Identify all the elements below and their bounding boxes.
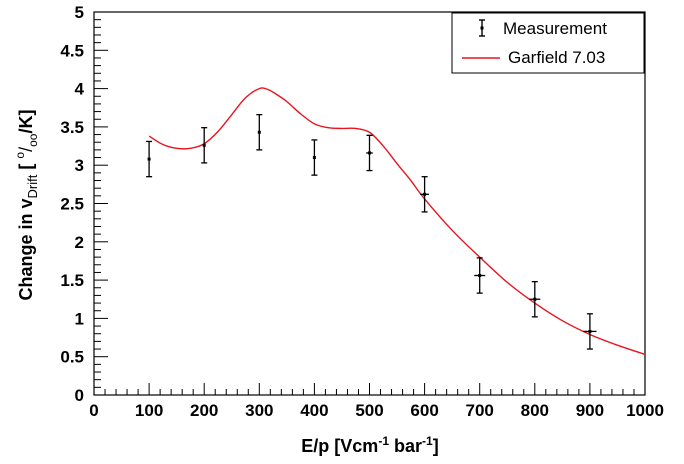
axis-ticks: 0 100 200 300 400 500 600 700 800 900 1000 0 0.5 1 1.5… xyxy=(60,3,664,420)
x-axis-label: E/p [Vcm-1 bar-1] xyxy=(301,434,438,456)
y-tick-label: 0 xyxy=(75,386,84,405)
measurement-point xyxy=(366,134,373,172)
measurement-marker xyxy=(257,130,261,134)
y-tick-label: 3.5 xyxy=(60,118,84,137)
legend-label-measurement: Measurement xyxy=(503,19,607,38)
x-tick-label: 700 xyxy=(466,401,494,420)
measurement-point xyxy=(146,140,153,178)
measurement-marker xyxy=(423,192,427,196)
measurement-point xyxy=(474,257,486,294)
measurement-marker xyxy=(202,143,206,147)
x-tick-label: 900 xyxy=(576,401,604,420)
garfield-curve xyxy=(148,87,646,356)
measurement-point xyxy=(583,313,597,350)
y-tick-label: 1.5 xyxy=(60,271,84,290)
measurement-point xyxy=(256,113,263,151)
measurement-marker xyxy=(147,157,151,161)
measurement-series xyxy=(146,113,597,350)
y-tick-label: 2 xyxy=(75,233,84,252)
y-tick-label: 0.5 xyxy=(60,348,84,367)
y-tick-label: 1 xyxy=(75,309,84,328)
measurement-marker xyxy=(588,329,592,333)
measurement-point xyxy=(420,176,430,213)
x-tick-label: 300 xyxy=(245,401,273,420)
legend: Measurement Garfield 7.03 xyxy=(451,12,645,74)
y-tick-label: 2.5 xyxy=(60,195,84,214)
x-tick-label: 100 xyxy=(135,401,163,420)
y-tick-label: 5 xyxy=(75,3,84,22)
legend-label-garfield: Garfield 7.03 xyxy=(508,48,605,67)
measurement-marker xyxy=(533,297,537,301)
y-axis-label: Change in vDrift [ o/oo/K] xyxy=(13,110,40,301)
legend-box xyxy=(451,12,645,74)
measurement-point xyxy=(311,139,318,176)
measurement-marker xyxy=(368,151,371,155)
x-tick-label: 800 xyxy=(521,401,549,420)
legend-marker-measurement xyxy=(479,19,485,37)
x-tick-label: 600 xyxy=(410,401,438,420)
x-tick-label: 0 xyxy=(89,401,98,420)
y-tick-label: 3 xyxy=(75,156,84,175)
measurement-point xyxy=(201,127,208,164)
garfield-series xyxy=(148,87,646,356)
measurement-marker xyxy=(312,156,316,160)
measurement-marker xyxy=(478,274,482,278)
measurement-point xyxy=(529,280,541,318)
y-tick-label: 4 xyxy=(75,80,85,99)
x-tick-label: 200 xyxy=(190,401,218,420)
x-tick-label: 400 xyxy=(300,401,328,420)
x-tick-label: 1000 xyxy=(626,401,664,420)
x-tick-label: 500 xyxy=(355,401,383,420)
y-tick-label: 4.5 xyxy=(60,41,84,60)
